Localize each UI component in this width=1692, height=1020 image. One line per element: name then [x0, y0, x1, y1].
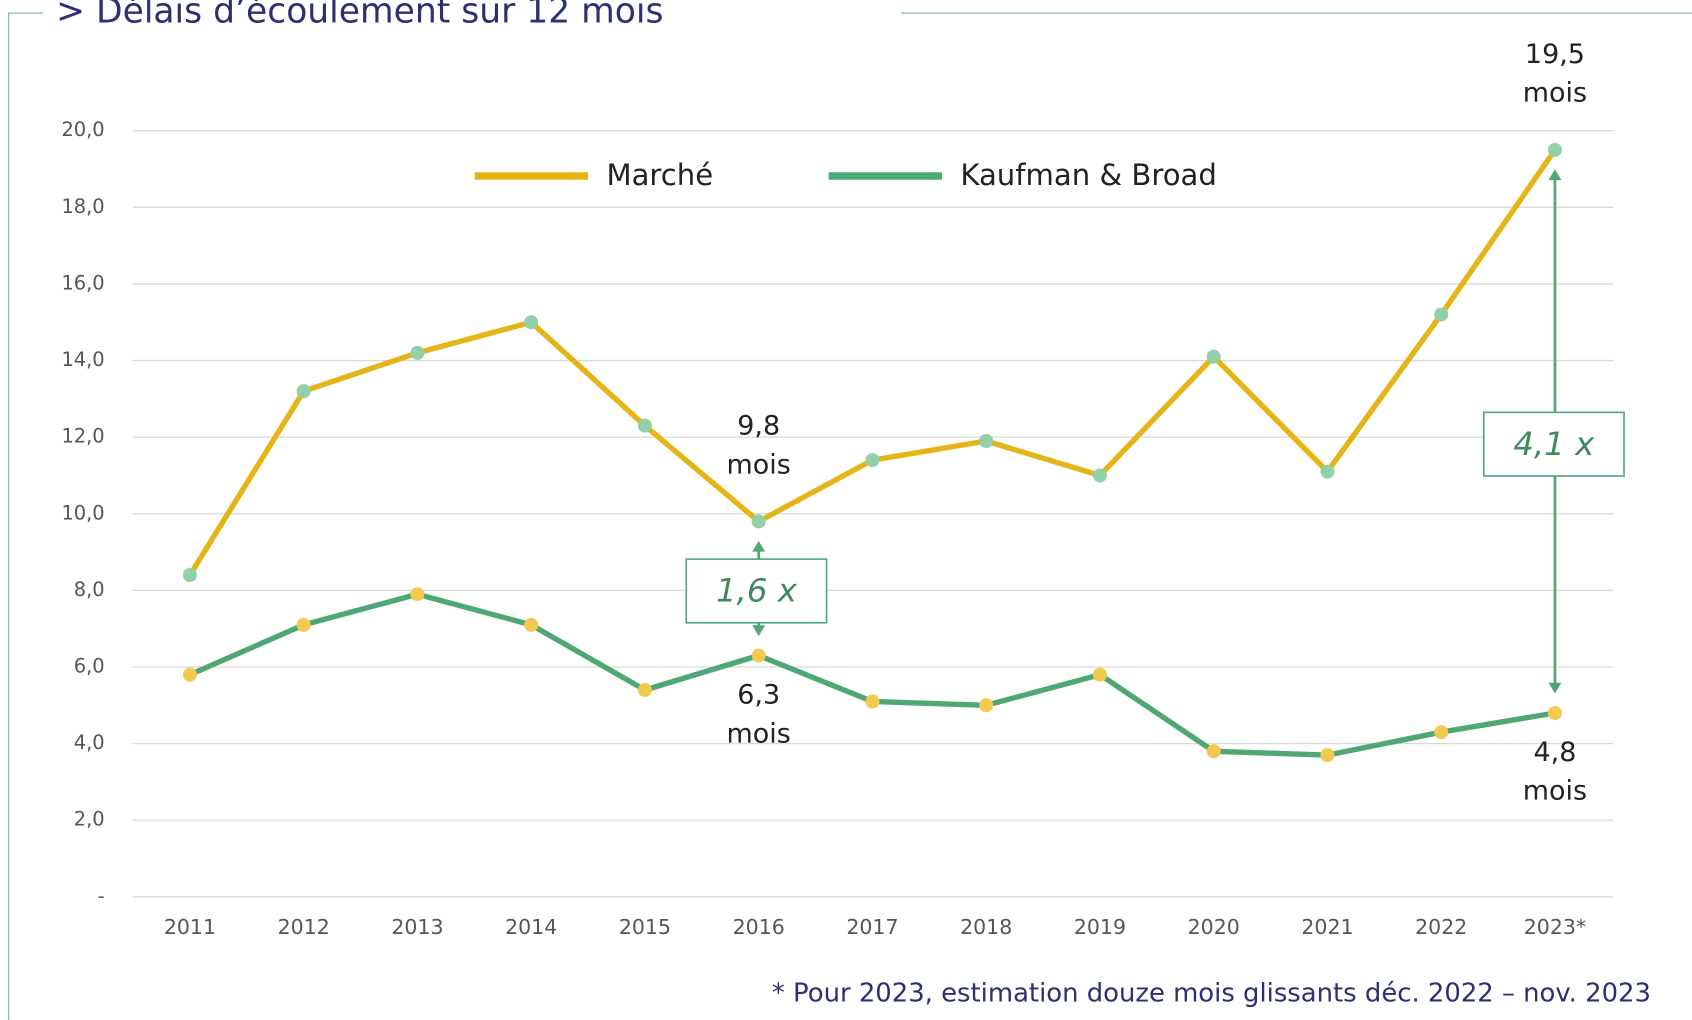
- marker: [410, 345, 425, 360]
- y-tick-label: 14,0: [61, 348, 104, 371]
- marker: [1092, 468, 1107, 483]
- data-label-line: mois: [1523, 77, 1587, 108]
- x-tick-label: 2013: [391, 915, 443, 939]
- y-tick-label: 12,0: [61, 425, 104, 448]
- x-tick-label: 2022: [1415, 915, 1467, 939]
- marker: [979, 698, 994, 713]
- marker: [1206, 744, 1221, 759]
- x-tick-label: 2016: [733, 915, 785, 939]
- legend-label: Kaufman & Broad: [960, 158, 1217, 192]
- marker: [751, 514, 766, 529]
- y-tick-label: 2,0: [74, 808, 105, 831]
- ratio-label: 1,6 x: [716, 572, 798, 610]
- marker: [979, 433, 994, 449]
- marker: [1547, 705, 1562, 720]
- data-label-line: mois: [727, 718, 791, 749]
- arrow-head: [752, 540, 766, 552]
- marker: [524, 617, 539, 632]
- arrow-head: [1548, 682, 1562, 694]
- frame: [8, 12, 1692, 1020]
- marker: [524, 315, 539, 330]
- x-tick-label: 2011: [164, 915, 216, 939]
- data-label: 9,8 mois: [727, 410, 791, 480]
- x-tick-label: 2015: [619, 915, 671, 939]
- marker: [1434, 307, 1449, 322]
- data-label: 19,5 mois: [1523, 38, 1587, 108]
- marker: [637, 418, 652, 433]
- x-tick-label: 2014: [505, 915, 557, 939]
- data-label-line: 19,5: [1525, 38, 1585, 69]
- marker: [865, 453, 880, 468]
- x-tick-label: 2012: [278, 915, 330, 939]
- legend-label: Marché: [606, 158, 713, 192]
- y-tick-label: 10,0: [61, 501, 104, 524]
- marker: [1092, 667, 1107, 682]
- marker: [182, 667, 197, 682]
- y-tick-label: 20,0: [61, 118, 104, 141]
- chart-title: > Délais d’écoulement sur 12 mois: [56, 0, 663, 32]
- marker: [637, 682, 652, 698]
- series-line: [187, 148, 1558, 577]
- ratio-box: [685, 558, 828, 624]
- arrow-head: [752, 625, 766, 637]
- series-line: [188, 591, 1556, 758]
- marker: [1547, 142, 1562, 157]
- marker: [751, 648, 766, 663]
- marker: [410, 587, 425, 602]
- marker: [1320, 748, 1335, 763]
- x-tick-label: 2017: [846, 915, 898, 939]
- marker: [296, 384, 311, 399]
- y-tick-label: 8,0: [74, 578, 105, 601]
- y-tick-label: 6,0: [74, 655, 105, 678]
- arrow-head: [1548, 169, 1562, 181]
- data-label: 6,3 mois: [727, 679, 791, 749]
- footnote: * Pour 2023, estimation douze mois gliss…: [772, 978, 1651, 1008]
- data-label-line: 6,3: [737, 679, 780, 710]
- data-label-line: mois: [727, 449, 791, 480]
- y-tick-label: 16,0: [61, 271, 104, 294]
- y-tick-label: -: [98, 884, 105, 907]
- y-tick-label: 18,0: [61, 195, 104, 218]
- marker: [296, 617, 311, 632]
- x-tick-label: 2020: [1188, 915, 1240, 939]
- data-label-line: 4,8: [1534, 736, 1577, 767]
- y-tick-label: 4,0: [74, 731, 105, 754]
- data-label-line: mois: [1523, 775, 1587, 806]
- data-label: 4,8 mois: [1523, 736, 1587, 806]
- x-tick-label: 2018: [960, 915, 1012, 939]
- marker: [1206, 349, 1221, 364]
- marker: [865, 694, 880, 709]
- x-tick-label: 2023*: [1524, 915, 1586, 939]
- marker: [1434, 725, 1449, 740]
- x-tick-label: 2019: [1074, 915, 1126, 939]
- ratio-box: [1482, 411, 1625, 477]
- marker: [1320, 464, 1335, 479]
- x-tick-label: 2021: [1301, 915, 1353, 939]
- ratio-label: 4,1 x: [1513, 425, 1595, 463]
- marker: [182, 568, 197, 583]
- data-label-line: 9,8: [737, 410, 780, 441]
